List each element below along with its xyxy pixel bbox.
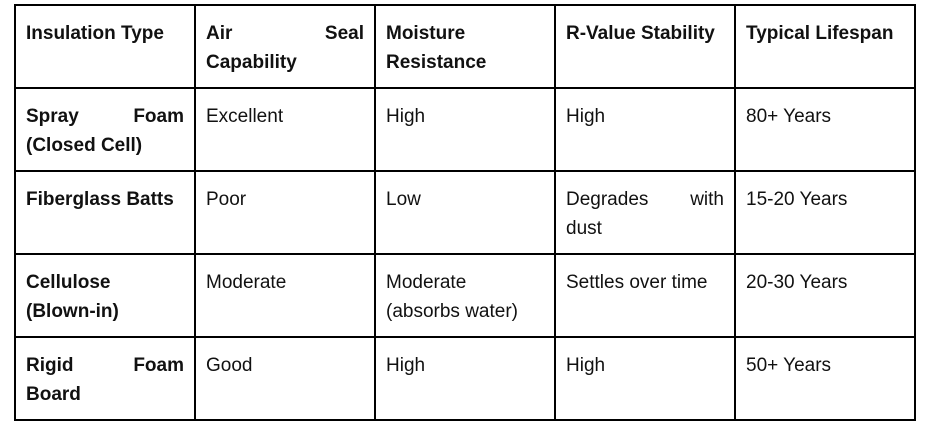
table-row: Fiberglass Batts Poor Low Degrades with …: [14, 170, 916, 255]
cell-air-seal-capability: Moderate: [194, 253, 376, 338]
table-row: Rigid Foam Board Good High High 50+ Year…: [14, 336, 916, 421]
cell-insulation-type: Fiberglass Batts: [14, 170, 196, 255]
cell-r-value-stability: Degrades with dust: [554, 170, 736, 255]
cell-air-seal-capability: Excellent: [194, 87, 376, 172]
cell-r-value-stability: High: [554, 336, 736, 421]
header-moisture-resistance: Moisture Resistance: [374, 4, 556, 89]
cell-r-value-stability: High: [554, 87, 736, 172]
table-header: Insulation Type Air Seal Capability Mois…: [14, 4, 916, 89]
header-air-seal-capability: Air Seal Capability: [194, 4, 376, 89]
header-r-value-stability: R-Value Stability: [554, 4, 736, 89]
cell-insulation-type: Spray Foam (Closed Cell): [14, 87, 196, 172]
cell-moisture-resistance: Moderate (absorbs water): [374, 253, 556, 338]
cell-moisture-resistance: Low: [374, 170, 556, 255]
cell-typical-lifespan: 80+ Years: [734, 87, 916, 172]
table-row: Cellulose (Blown-in) Moderate Moderate (…: [14, 253, 916, 338]
cell-moisture-resistance: High: [374, 336, 556, 421]
cell-r-value-stability: Settles over time: [554, 253, 736, 338]
cell-typical-lifespan: 15-20 Years: [734, 170, 916, 255]
table-row: Spray Foam (Closed Cell) Excellent High …: [14, 87, 916, 172]
cell-insulation-type: Cellulose (Blown-in): [14, 253, 196, 338]
cell-air-seal-capability: Good: [194, 336, 376, 421]
insulation-comparison-table: Insulation Type Air Seal Capability Mois…: [14, 4, 916, 421]
header-typical-lifespan: Typical Lifespan: [734, 4, 916, 89]
cell-air-seal-capability: Poor: [194, 170, 376, 255]
table-body: Spray Foam (Closed Cell) Excellent High …: [14, 87, 916, 421]
cell-insulation-type: Rigid Foam Board: [14, 336, 196, 421]
cell-moisture-resistance: High: [374, 87, 556, 172]
cell-typical-lifespan: 20-30 Years: [734, 253, 916, 338]
header-row: Insulation Type Air Seal Capability Mois…: [14, 4, 916, 89]
header-insulation-type: Insulation Type: [14, 4, 196, 89]
cell-typical-lifespan: 50+ Years: [734, 336, 916, 421]
